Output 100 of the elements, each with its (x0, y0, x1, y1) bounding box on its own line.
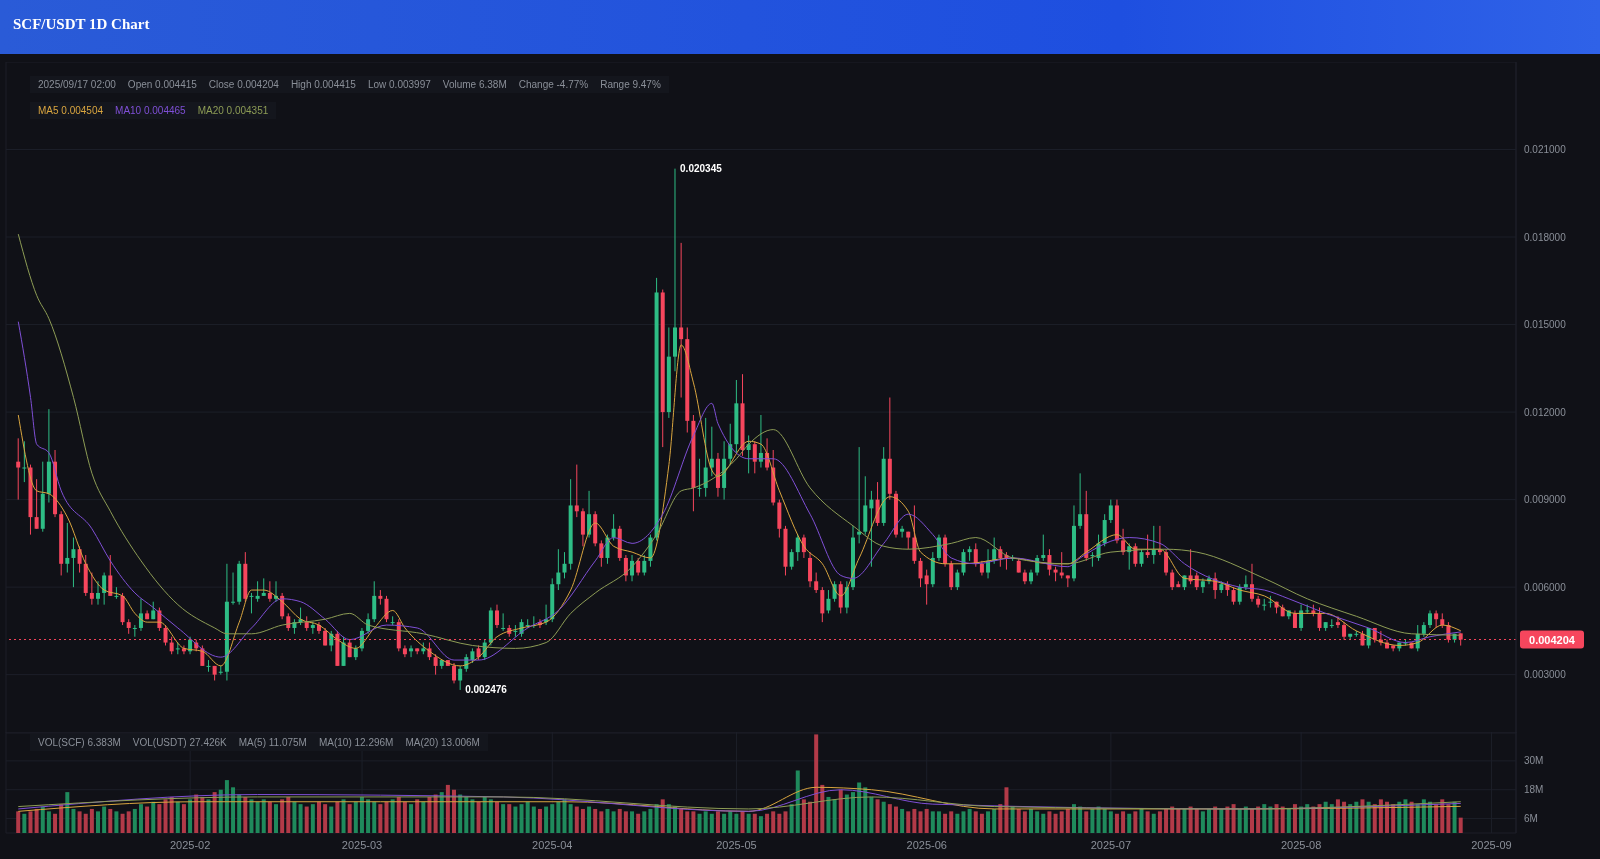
bar (1237, 808, 1242, 833)
y-tick-label: 0.006000 (1524, 581, 1567, 593)
candlestick (102, 572, 107, 606)
candlestick (679, 242, 684, 398)
bar (396, 796, 401, 833)
bar (224, 780, 229, 833)
candlestick (1299, 604, 1304, 632)
bar (1157, 811, 1162, 833)
bar (728, 811, 733, 833)
candlestick (709, 426, 714, 477)
candlestick (820, 586, 825, 623)
bar (789, 804, 794, 833)
bar (679, 808, 684, 833)
candlestick (924, 569, 929, 606)
bar (967, 808, 972, 833)
candlestick (96, 580, 100, 606)
bar (893, 806, 898, 833)
bar (120, 813, 125, 833)
candlestick (973, 542, 978, 568)
bar (1305, 804, 1310, 833)
bar (605, 808, 610, 833)
text: MA5 0.004504 (38, 105, 104, 116)
x-tick-label: 2025-04 (532, 838, 573, 851)
bar (1102, 808, 1107, 833)
bar (1323, 801, 1328, 833)
bar (1114, 813, 1119, 833)
bar (427, 796, 432, 833)
candlestick (409, 644, 414, 658)
bar (501, 804, 506, 833)
candlestick (372, 580, 377, 623)
candlestick (452, 662, 457, 684)
bar (1016, 808, 1021, 833)
bar (1335, 799, 1340, 833)
bar (280, 799, 285, 833)
line-series (17, 796, 1462, 810)
candlestick (857, 446, 862, 544)
y-tick-label: 0.012000 (1524, 406, 1567, 418)
bar (249, 799, 254, 833)
candlestick (826, 589, 831, 614)
bar (869, 796, 874, 833)
annotation: High 0.004415 (290, 79, 356, 90)
bar (623, 811, 628, 833)
bar (1182, 808, 1187, 833)
bar (734, 813, 739, 833)
annotation: VOL(USDT) 27.426K (132, 737, 227, 748)
candlestick (844, 580, 849, 614)
bar (415, 799, 420, 833)
candlestick (955, 569, 960, 591)
text: MA10 0.004465 (115, 105, 186, 116)
bar (1035, 811, 1040, 833)
bar (857, 782, 862, 833)
candlestick (900, 525, 905, 539)
candlestick (501, 612, 506, 632)
bar (1022, 811, 1027, 833)
bar (519, 804, 524, 833)
candlestick (795, 534, 800, 562)
x-tick-label: 2025-07 (1090, 838, 1132, 851)
candlestick (1145, 534, 1150, 559)
bar (1317, 804, 1322, 833)
text: MA20 0.004351 (197, 105, 269, 116)
bar (132, 808, 137, 833)
bar (771, 811, 776, 833)
bar (384, 801, 389, 833)
candlestick (808, 551, 813, 588)
bar (979, 813, 984, 833)
candlestick (642, 554, 647, 576)
bar (820, 784, 825, 833)
bar (1151, 813, 1156, 833)
annotation: Range 9.47% (600, 79, 661, 90)
bar (347, 804, 352, 833)
y-tick-label: 0.018000 (1524, 231, 1567, 243)
bar (126, 811, 131, 833)
bar (1262, 804, 1267, 833)
bar (740, 811, 745, 833)
bar (1219, 808, 1224, 833)
bar (22, 813, 27, 833)
y-tick-label: 0.015000 (1524, 319, 1567, 331)
bar (16, 811, 21, 833)
bar (507, 804, 512, 833)
bar (1059, 811, 1064, 833)
annotation: MA(20) 13.006M (405, 737, 480, 748)
bar (71, 808, 76, 833)
bar (832, 799, 837, 833)
bar (366, 799, 371, 833)
bar (1231, 804, 1236, 833)
candlestick (869, 490, 874, 568)
bar (587, 806, 592, 833)
candlestick (574, 464, 579, 518)
bar (77, 811, 82, 833)
bar (53, 813, 58, 833)
bar (1446, 804, 1451, 833)
bar (329, 806, 334, 833)
bar (562, 799, 567, 833)
candlestick (255, 580, 260, 603)
bar (709, 813, 714, 833)
bar (390, 799, 395, 833)
y-tick-label: 0.009000 (1524, 494, 1567, 506)
bar (292, 801, 297, 833)
candlestick (433, 653, 438, 676)
bar (28, 811, 33, 833)
